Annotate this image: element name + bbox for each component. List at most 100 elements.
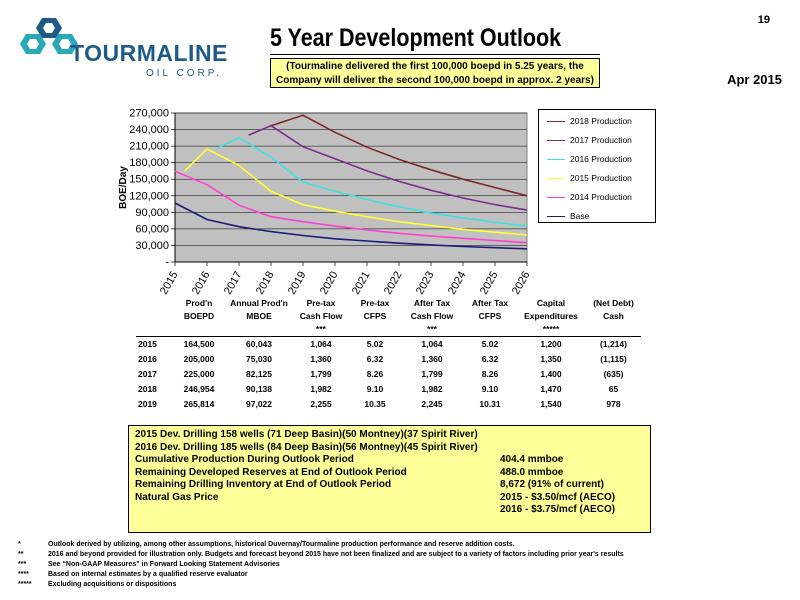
- legend-label: 2015 Production: [570, 173, 632, 183]
- table-cell: 10.31: [479, 399, 501, 409]
- subtitle-line-2: Company will deliver the second 100,000 …: [276, 75, 594, 86]
- logo-gem-icon: [20, 18, 78, 54]
- legend-label: 2014 Production: [570, 192, 632, 202]
- table-cell: 6.32: [366, 354, 384, 364]
- table-header-cell: MBOE: [246, 311, 272, 321]
- summary-value: 488.0 mmboe: [500, 466, 564, 478]
- table-header-cell: BOEPD: [183, 311, 215, 321]
- legend-swatch: [547, 158, 565, 160]
- table-cell: 82,125: [246, 369, 272, 379]
- y-tick-label: 60,000: [135, 223, 169, 235]
- table-cell: 1,360: [421, 354, 443, 364]
- series-line-2014-production: [174, 170, 528, 244]
- table-cell: 1,064: [310, 339, 332, 350]
- x-tick-label: 2026: [510, 270, 533, 297]
- x-tick-label: 2022: [382, 270, 405, 297]
- page-title: 5 Year Development Outlook: [270, 24, 562, 52]
- table-cell: 9.10: [366, 384, 384, 394]
- table-cell: 2,255: [310, 399, 332, 409]
- table-cell: 5.02: [366, 339, 384, 350]
- table-header-cell: CFPS: [478, 311, 502, 321]
- table-cell: 1,470: [540, 384, 562, 394]
- y-tick-label: 210,000: [129, 141, 169, 153]
- summary-value: 2015 - $3.50/mcf (AECO): [500, 491, 616, 503]
- y-tick-label: 270,000: [129, 108, 169, 120]
- y-tick-label: 150,000: [129, 174, 169, 186]
- outlook-summary-box: 2015 Dev. Drilling 158 wells (71 Deep Ba…: [128, 425, 651, 533]
- series-line-2017-production: [248, 124, 528, 211]
- x-tick-label: 2017: [222, 270, 245, 297]
- table-cell: 225,000: [183, 369, 215, 379]
- footnote-text: 2016 and beyond provided for illustratio…: [48, 551, 624, 558]
- table-cell: 205,000: [183, 354, 215, 364]
- summary-row: Remaining Developed Reserves at End of O…: [135, 467, 644, 480]
- table-cell: 265,814: [183, 399, 215, 409]
- y-tick-label: 90,000: [135, 207, 169, 219]
- summary-row: 2016 - $3.75/mcf (AECO): [135, 504, 644, 517]
- table-cell: 1,200: [540, 339, 562, 350]
- table-header-cell: [464, 323, 516, 337]
- table-cell: 164,500: [183, 339, 215, 350]
- table-header-cell: After Tax: [413, 298, 451, 308]
- footnote-text: See “Non-GAAP Measures” in Forward Looki…: [48, 561, 280, 568]
- series-line-2018-production: [270, 114, 528, 197]
- legend-item: 2014 Production: [547, 190, 632, 204]
- summary-row: 2016 Dev. Drilling 185 wells (84 Deep Ba…: [135, 442, 644, 455]
- table-header-cell: [226, 323, 292, 337]
- y-tick-label: 240,000: [129, 124, 169, 136]
- legend-item: 2017 Production: [547, 133, 632, 147]
- page-number: 19: [757, 14, 770, 26]
- table-cell: 978: [606, 399, 621, 409]
- table-header-cell: After Tax: [471, 298, 509, 308]
- table-cell: 9.10: [481, 384, 499, 394]
- x-tick-label: 2020: [318, 270, 341, 297]
- table-row: 2017 225,000 82,125 1,799 8.26 1,799 8.26 1,400…: [136, 367, 641, 382]
- y-tick-label: -: [165, 257, 169, 269]
- table-header-cell: Cash: [603, 311, 624, 321]
- table-header-row-2: BOEPD MBOE Cash Flow CFPS Cash Flow CFPS Expen…: [136, 310, 641, 323]
- table-cell: 90,138: [246, 384, 272, 394]
- logo-subtitle: OIL CORP.: [146, 68, 222, 79]
- summary-label: Remaining Drilling Inventory at End of O…: [135, 479, 392, 490]
- footnote-marker: *: [18, 541, 21, 548]
- table-header-cell: [136, 310, 172, 323]
- summary-row: Cumulative Production During Outlook Per…: [135, 454, 644, 467]
- table-cell: 2019: [138, 399, 157, 409]
- table-header-cell: [350, 323, 400, 337]
- legend-item: 2018 Production: [547, 114, 632, 128]
- x-tick-label: 2015: [158, 270, 181, 297]
- table-cell: 75,030: [246, 354, 272, 364]
- table-header-cell: ***: [400, 323, 464, 337]
- series-line-2016-production: [216, 136, 528, 227]
- x-tick-label: 2019: [286, 270, 309, 297]
- subtitle-line-1: (Tourmaline delivered the first 100,000 …: [286, 61, 584, 72]
- legend-item: 2016 Production: [547, 152, 632, 166]
- table-header-cell: ***: [292, 323, 350, 337]
- legend-label: 2016 Production: [570, 154, 632, 164]
- legend-label: 2018 Production: [570, 116, 632, 126]
- table-cell: 1,360: [310, 354, 332, 364]
- table-header-cell: Pre-tax: [360, 298, 390, 308]
- summary-label: 2016 Dev. Drilling 185 wells (84 Deep Ba…: [135, 441, 478, 453]
- x-tick-label: 2023: [414, 270, 437, 297]
- table-header-cell: Cash Flow: [299, 311, 343, 321]
- table-cell: 1,799: [421, 369, 443, 379]
- outlook-table: Prod'n Annual Prod'n Pre-tax Pre-tax After T…: [136, 297, 641, 412]
- table-header-cell: [136, 297, 172, 310]
- y-tick-label: 180,000: [129, 157, 169, 169]
- table-header-cell: CFPS: [363, 311, 387, 321]
- footnote-marker: *****: [18, 581, 32, 588]
- table-header-cell: (Net Debt): [593, 298, 634, 308]
- table-header-cell: Cash Flow: [410, 311, 454, 321]
- table-cell: 97,022: [246, 399, 272, 409]
- x-tick-label: 2021: [350, 270, 373, 297]
- table-header-row-3: *** *** *****: [136, 323, 641, 337]
- summary-row: Natural Gas Price 2015 - $3.50/mcf (AECO): [135, 492, 644, 505]
- table-header-cell: [136, 323, 172, 337]
- table-cell: 2015: [138, 339, 157, 350]
- table-cell: 1,400: [540, 369, 562, 379]
- table-cell: 60,043: [246, 339, 272, 350]
- legend-label: 2017 Production: [570, 135, 632, 145]
- y-axis-label: BOE/Day: [118, 166, 129, 209]
